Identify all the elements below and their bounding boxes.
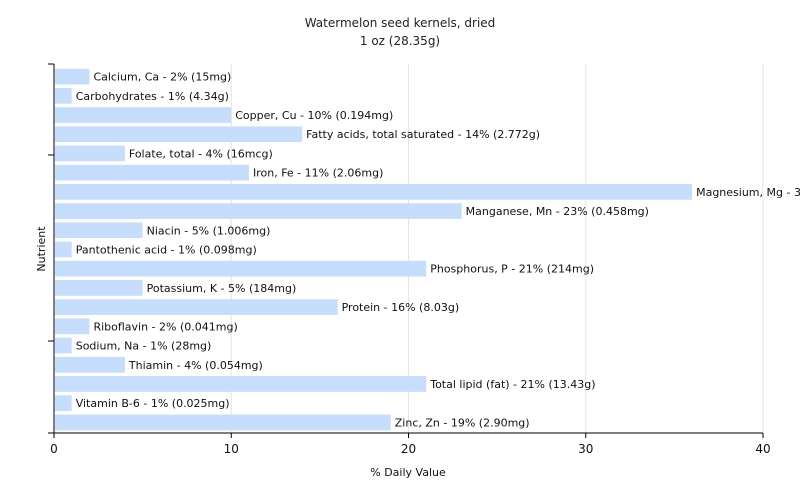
bar — [55, 395, 72, 412]
bar — [55, 107, 232, 123]
bar — [55, 299, 338, 316]
bar-label: Manganese, Mn - 23% (0.458mg) — [466, 205, 649, 218]
bar-label: Pantothenic acid - 1% (0.098mg) — [76, 244, 257, 257]
bar — [55, 337, 72, 354]
bar-label: Zinc, Zn - 19% (2.90mg) — [395, 416, 530, 429]
bar-label: Thiamin - 4% (0.054mg) — [128, 359, 263, 372]
bar-label: Iron, Fe - 11% (2.06mg) — [253, 167, 383, 180]
bar-label: Protein - 16% (8.03g) — [342, 301, 460, 314]
bar — [55, 414, 391, 431]
bar-label: Copper, Cu - 10% (0.194mg) — [235, 109, 393, 122]
bar — [55, 356, 125, 373]
bar-label: Potassium, K - 5% (184mg) — [147, 282, 297, 295]
bar — [55, 241, 72, 258]
chart-subtitle: 1 oz (28.35g) — [360, 34, 440, 48]
bars: Calcium, Ca - 2% (15mg) Carbohydrates - 1… — [55, 68, 800, 431]
x-ticks: 0 10 20 30 40 — [50, 433, 771, 456]
x-tick-label: 20 — [401, 442, 416, 456]
x-tick-label: 40 — [755, 442, 770, 456]
x-tick-label: 30 — [578, 442, 593, 456]
bar-label: Phosphorus, P - 21% (214mg) — [430, 263, 594, 276]
bar-label: Folate, total - 4% (16mcg) — [129, 147, 273, 160]
bar — [55, 318, 90, 335]
bar — [55, 376, 427, 392]
bar-label: Sodium, Na - 1% (28mg) — [76, 340, 212, 353]
bar — [55, 145, 125, 162]
bar — [55, 87, 72, 104]
bar — [55, 68, 90, 85]
bar — [55, 260, 427, 277]
bar — [55, 164, 249, 181]
x-axis-title: % Daily Value — [370, 466, 446, 479]
bar — [55, 126, 303, 143]
bar-label: Riboflavin - 2% (0.041mg) — [93, 320, 237, 333]
bar — [55, 203, 462, 219]
x-tick-label: 0 — [50, 442, 58, 456]
bar-label: Carbohydrates - 1% (4.34g) — [76, 90, 229, 103]
bar-label: Niacin - 5% (1.006mg) — [147, 224, 271, 237]
bar-label: Total lipid (fat) - 21% (13.43g) — [429, 378, 595, 391]
bar — [55, 280, 143, 296]
y-axis-title: Nutrient — [35, 226, 48, 272]
bar — [55, 222, 143, 239]
bar-label: Fatty acids, total saturated - 14% (2.77… — [306, 128, 540, 141]
grid — [230, 64, 764, 433]
bar-label: Magnesium, Mg - 36% (146mg) — [696, 186, 800, 199]
bar-label: Vitamin B-6 - 1% (0.025mg) — [76, 397, 230, 410]
x-tick-label: 10 — [224, 442, 239, 456]
bar-label: Calcium, Ca - 2% (15mg) — [93, 71, 231, 84]
bar — [55, 183, 693, 200]
chart-title: Watermelon seed kernels, dried — [305, 16, 496, 30]
